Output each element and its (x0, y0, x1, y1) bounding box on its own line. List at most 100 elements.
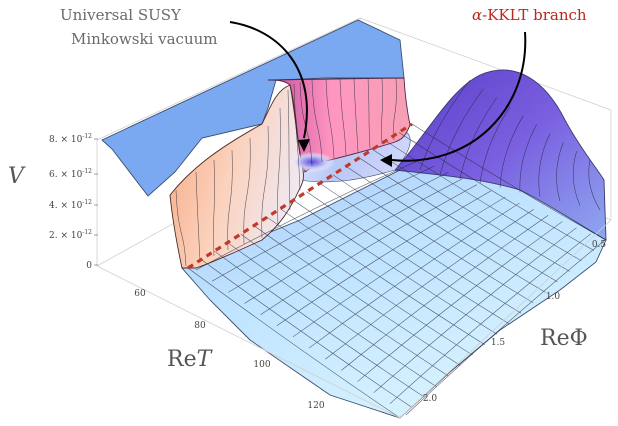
mesh-line-ridge (459, 97, 497, 179)
z-tick-mantissa: 2. × 10 (49, 231, 83, 241)
y-tick-label: 1.0 (546, 292, 561, 302)
surface-left-wall (169, 84, 304, 269)
z-tick-mantissa: 4. × 10 (49, 201, 83, 211)
mesh-line-t (195, 159, 421, 271)
mesh-line-wall (261, 125, 269, 239)
mesh-line-t (389, 233, 591, 405)
z-tick-mantissa: 6. × 10 (49, 170, 83, 180)
kklt-branch-line (187, 122, 413, 270)
z-tick-mantissa: 8. × 10 (49, 135, 83, 145)
y-axis-title-re: Re (540, 326, 570, 351)
x-axis-title-re: Re (167, 347, 197, 372)
mesh-line-phi (201, 259, 413, 408)
mesh-line-ridge (538, 133, 551, 197)
mesh-line-phi (372, 149, 570, 272)
y-tick-label: 0.5 (592, 240, 607, 250)
z-tick-exponent: -12 (82, 133, 92, 140)
mesh-line-ridge (439, 88, 484, 175)
annotation-arrows (229, 21, 527, 167)
arrow-kklt (391, 31, 527, 162)
mesh-line-phi (398, 132, 595, 251)
mesh-line-ridge (499, 115, 524, 188)
arrow-susy-head (298, 139, 310, 152)
mesh-line-ridge (479, 106, 511, 184)
mesh-line-wall (213, 159, 215, 257)
z-tick-label: 8. × 10-12 (49, 133, 92, 145)
mesh-line-phi (187, 267, 401, 419)
mesh-line-t (357, 221, 563, 382)
z-axis-ticks: 8. × 10-126. × 10-124. × 10-122. × 10-12… (49, 133, 98, 271)
mesh-line-phi (385, 140, 582, 262)
mesh-line-wall (339, 78, 347, 156)
z-tick-exponent: -12 (82, 168, 92, 175)
mesh-line-phi (359, 157, 558, 283)
z-tick-exponent: -12 (82, 199, 92, 206)
mesh-line-phi (280, 208, 485, 345)
mesh-line-ridge (519, 124, 537, 193)
mesh-line-phi (214, 250, 425, 398)
y-tick-label: 2.0 (423, 394, 438, 404)
x-tick-label: 120 (307, 401, 324, 411)
y-axis-ticks: 0.5 1.0 1.5 2.0 (423, 240, 607, 404)
x-axis-title-var: T (197, 347, 214, 372)
mesh-line-phi (306, 191, 510, 324)
surface-ridge (394, 69, 607, 241)
front-edges (96, 219, 612, 419)
annotation-susy-line2: Minkowski vacuum (71, 30, 218, 48)
annotation-susy-line1: Universal SUSY (60, 6, 182, 24)
z-tick-label: 6. × 10-12 (49, 168, 92, 180)
mesh-line-wall (175, 189, 187, 267)
mesh-line-phi (345, 166, 546, 293)
mesh-line-t (228, 172, 449, 293)
mesh-line-t (308, 202, 520, 349)
x-tick-label: 60 (134, 289, 146, 299)
mesh-line-t (325, 209, 534, 360)
mesh-line-ridge (556, 142, 564, 202)
mesh-line-t (373, 227, 577, 393)
x-tick-label: 80 (194, 321, 206, 331)
mesh-line-wall (393, 77, 397, 141)
annotation-kklt-alpha: α (472, 6, 482, 24)
mesh-line-wall (325, 78, 335, 159)
arrow-susy (229, 21, 308, 139)
x-tick-label: 100 (253, 360, 270, 370)
z-axis-title: V (8, 164, 26, 189)
y-axis-title: ReΦ (540, 326, 588, 351)
y-axis-title-var: Φ (570, 326, 588, 351)
mesh-line-t (276, 190, 492, 326)
mesh-line-phi (227, 242, 437, 387)
annotation-kklt: α-KKLT branch (472, 6, 587, 24)
mesh-line-wall (195, 171, 201, 263)
mesh-line-phi (240, 233, 449, 377)
mesh-line-wall (287, 89, 291, 211)
y-tick-label: 1.5 (491, 338, 506, 348)
x-axis-title: ReT (167, 347, 214, 372)
mesh-line-wall (353, 78, 359, 153)
z-tick-label: 0 (86, 261, 92, 271)
mesh-line-t (405, 239, 606, 416)
mesh-line-wall (243, 137, 251, 245)
mesh-line-phi (266, 216, 473, 356)
arrow-kklt-head (380, 154, 392, 167)
mesh-line-t (341, 215, 549, 371)
surface-plateau (101, 19, 405, 197)
mesh-line-wall (311, 79, 323, 163)
mesh-line-t (260, 184, 478, 315)
x-axis-ticks: 60 80 100 120 (134, 289, 325, 411)
mesh-line-wall (381, 77, 383, 145)
mesh-line-wall (227, 149, 233, 251)
surface-mesh (175, 77, 607, 419)
mesh-line-phi (293, 200, 498, 335)
mesh-line-phi (253, 225, 461, 366)
mesh-line-phi (411, 123, 607, 241)
z-tick-label: 2. × 10-12 (49, 229, 92, 241)
mesh-line-phi (332, 174, 534, 304)
mesh-line-wall (277, 107, 281, 227)
z-tick-exponent: -12 (82, 229, 92, 236)
mesh-line-ridge (588, 159, 601, 211)
mesh-line-ridge (572, 151, 581, 206)
mesh-line-t (244, 178, 463, 304)
mesh-line-phi (319, 183, 522, 314)
annotation-kklt-text: -KKLT branch (482, 6, 587, 24)
